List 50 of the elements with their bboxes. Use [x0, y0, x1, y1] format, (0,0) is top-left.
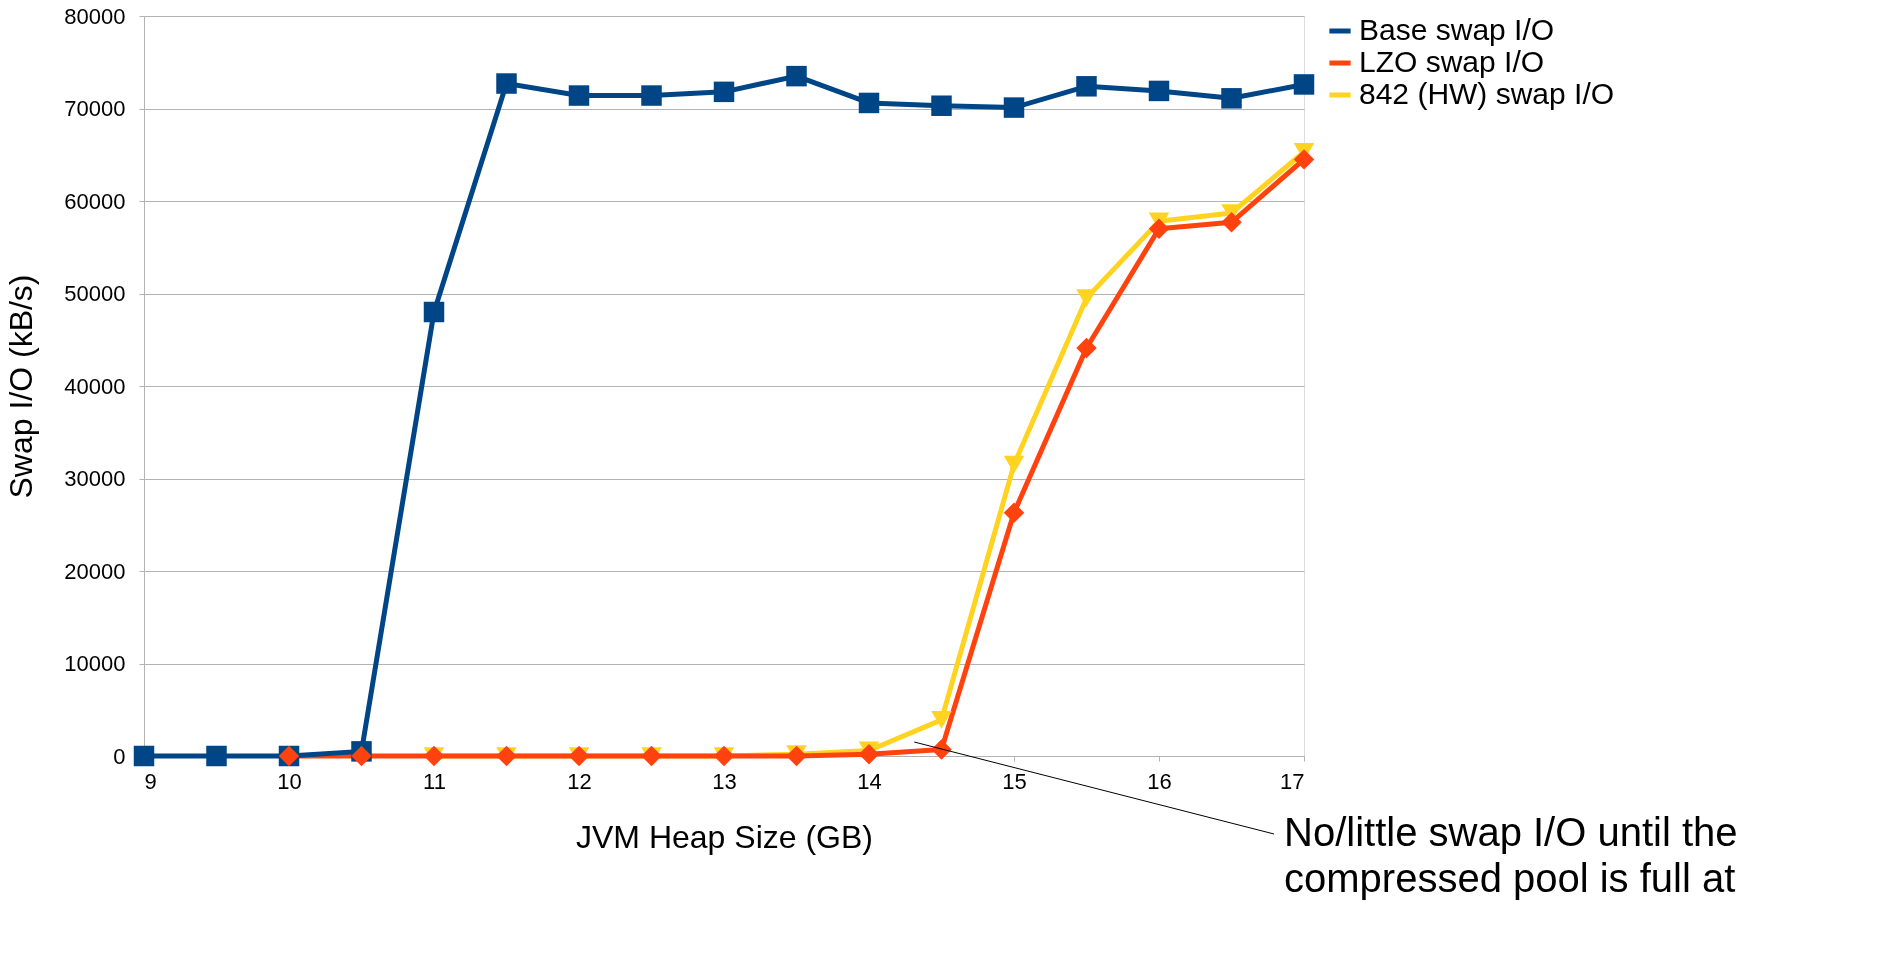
point: [786, 65, 807, 87]
point: [1221, 212, 1242, 233]
x-tick-label: 11: [423, 768, 446, 794]
point: [1003, 97, 1025, 118]
point: [496, 73, 517, 94]
legend-label: LZO swap I/O: [1359, 45, 1545, 78]
point: [1148, 80, 1170, 102]
legend-label: Base swap I/O: [1359, 13, 1555, 46]
y-tick-label: 10000: [64, 651, 126, 676]
point: [133, 745, 155, 767]
y-tick-label: 80000: [64, 3, 126, 29]
x-tick-label: 10: [277, 768, 302, 794]
x-tick-label: 9: [144, 768, 157, 794]
point: [1003, 455, 1025, 474]
point: [858, 743, 880, 765]
y-tick-label: 70000: [64, 96, 126, 121]
y-tick-label: 60000: [64, 188, 126, 214]
point: [1076, 76, 1097, 97]
text: No/little swap I/O until the compressed pool is full at: [1284, 810, 1738, 900]
point: [1293, 74, 1315, 95]
x-tick-label: 17: [1280, 768, 1305, 794]
y-axis-title: Swap I/O (kB/s): [3, 274, 40, 499]
point: [568, 85, 590, 106]
x-tick-label: 14: [857, 768, 882, 794]
x-axis-title: JVM Heap Size (GB): [576, 818, 873, 855]
point: [1293, 149, 1315, 170]
point: [1076, 289, 1097, 307]
point: [1076, 337, 1097, 359]
point: [1221, 88, 1242, 109]
y-tick-label: 30000: [64, 466, 126, 491]
point: [1148, 218, 1170, 239]
point: [931, 711, 952, 729]
point: [423, 301, 445, 323]
point: [931, 95, 952, 116]
legend-label: 842 (HW) swap I/O: [1359, 77, 1615, 110]
y-tick-label: 0: [113, 743, 126, 769]
point: [1003, 502, 1025, 523]
x-tick-label: 12: [567, 768, 592, 794]
y-tick-label: 50000: [64, 281, 126, 306]
point: [641, 85, 662, 106]
point: [931, 739, 952, 760]
x-tick-label: 15: [1002, 768, 1027, 794]
point: [858, 92, 880, 114]
y-tick-label: 40000: [64, 373, 126, 399]
point: [206, 745, 227, 767]
point: [351, 745, 372, 767]
x-tick-label: 16: [1147, 768, 1172, 794]
point: [713, 81, 735, 103]
x-tick-label: 13: [712, 768, 737, 794]
y-tick-label: 20000: [64, 558, 126, 584]
